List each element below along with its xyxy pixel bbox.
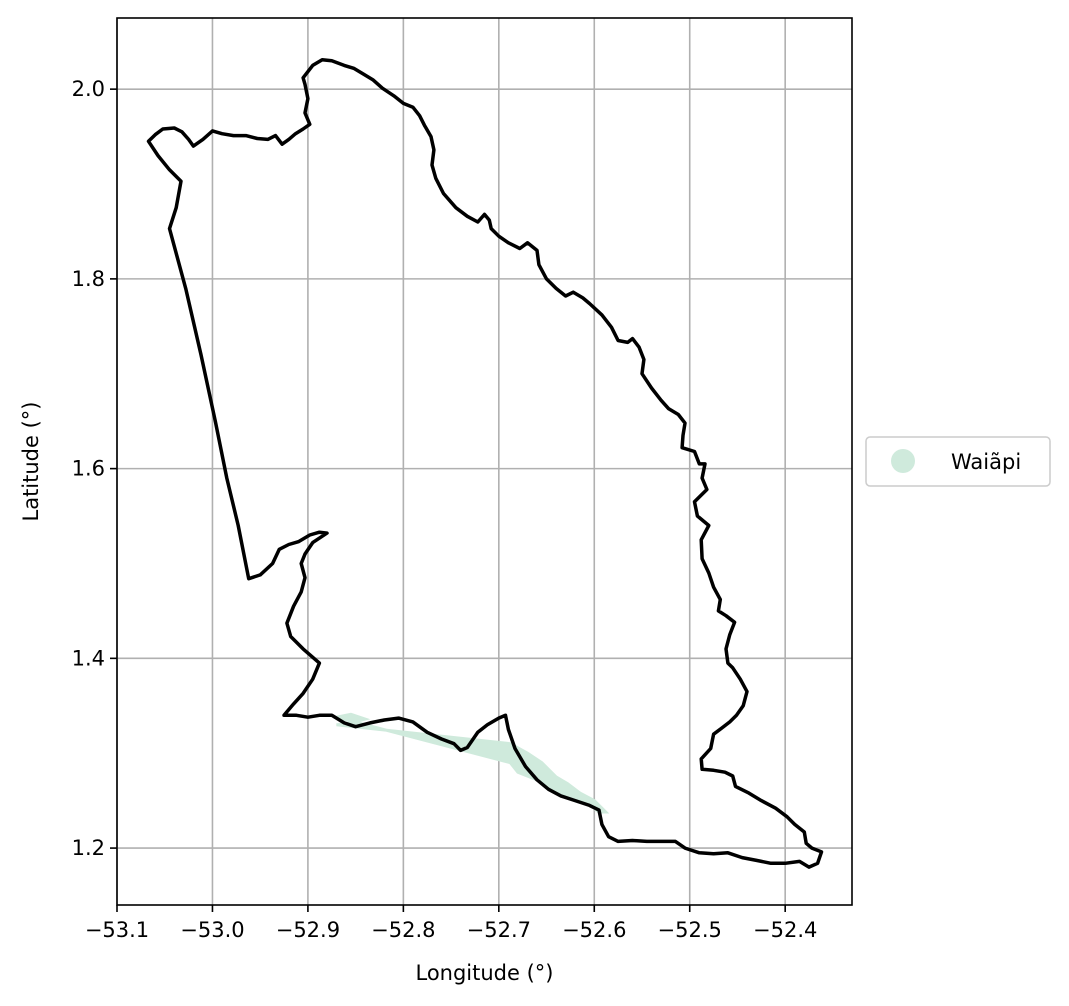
x-axis-ticks: −53.1 −53.0 −52.9 −52.8 −52.7 −52.6 −52.5 −52.4 — [85, 905, 817, 942]
territory-boundary — [146, 57, 824, 869]
legend: Waiãpi — [865, 436, 1051, 487]
x-tick-label: −52.5 — [658, 918, 722, 942]
legend-label-waiapi: Waiãpi — [951, 450, 1021, 474]
plot-frame — [116, 17, 853, 906]
x-tick-label: −52.6 — [562, 918, 626, 942]
x-tick-label: −52.9 — [276, 918, 340, 942]
x-axis-label: Longitude (°) — [415, 961, 553, 985]
y-tick-label: 1.6 — [72, 457, 105, 481]
y-tick-label: 2.0 — [72, 77, 105, 101]
boundary-outline — [146, 57, 824, 869]
grid-lines — [116, 18, 852, 905]
y-tick-label: 1.4 — [72, 646, 105, 670]
y-tick-label: 1.8 — [72, 267, 105, 291]
x-tick-label: −52.4 — [753, 918, 817, 942]
y-axis-label: Latitude (°) — [19, 402, 43, 522]
x-tick-label: −52.7 — [467, 918, 531, 942]
y-axis-ticks: 1.2 1.4 1.6 1.8 2.0 — [72, 77, 117, 860]
y-tick-label: 1.2 — [72, 836, 105, 860]
legend-box — [865, 436, 1051, 487]
x-tick-label: −53.0 — [180, 918, 244, 942]
x-tick-label: −53.1 — [85, 918, 149, 942]
x-tick-label: −52.8 — [371, 918, 435, 942]
legend-marker-waiapi — [891, 449, 915, 473]
